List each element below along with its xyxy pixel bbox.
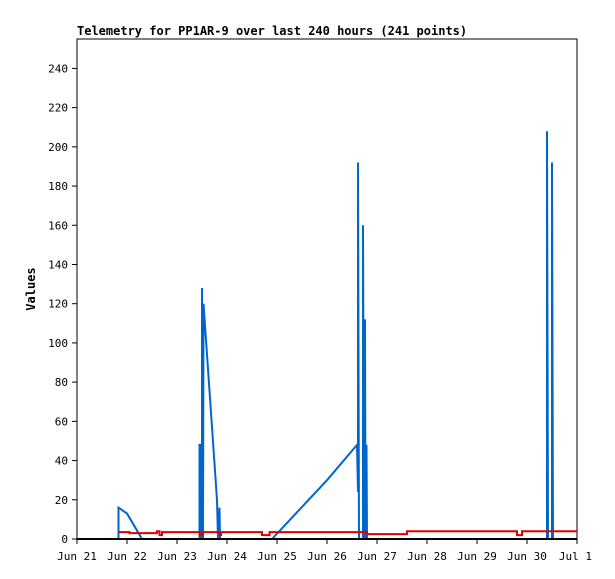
x-tick-label: Jun 28 [407, 550, 447, 563]
y-tick-label: 120 [48, 298, 68, 311]
y-tick-label: 160 [48, 219, 68, 232]
y-tick-label: 180 [48, 180, 68, 193]
x-tick-label: Jun 30 [507, 550, 547, 563]
x-axis: Jun 21 Jun 22 Jun 23 Jun 24 Jun 25 Jun 26 Jun … [57, 539, 592, 563]
x-tick-label: Jun 25 [257, 550, 297, 563]
y-axis-label: Values [24, 267, 38, 310]
x-tick-label: Jun 24 [207, 550, 247, 563]
y-tick-label: 20 [55, 494, 68, 507]
y-tick-label: 60 [55, 415, 68, 428]
y-tick-label: 240 [48, 62, 68, 75]
y-tick-label: 200 [48, 141, 68, 154]
chart-title: Telemetry for PP1AR-9 over last 240 hour… [77, 24, 467, 38]
series-line-1 [117, 131, 554, 540]
y-tick-label: 40 [55, 455, 68, 468]
y-tick-label: 220 [48, 102, 68, 115]
y-axis: 0 20 40 60 80 100 120 140 160 180 200 220 240 [48, 62, 77, 546]
x-tick-label: Jun 21 [57, 550, 97, 563]
x-tick-label: Jun 26 [307, 550, 347, 563]
x-tick-label: Jun 23 [157, 550, 197, 563]
plot-area [76, 38, 578, 540]
y-tick-label: 80 [55, 376, 68, 389]
x-tick-label: Jun 27 [357, 550, 397, 563]
y-tick-label: 100 [48, 337, 68, 350]
series-layer [77, 131, 577, 540]
series-line-2 [118, 530, 577, 537]
y-tick-label: 140 [48, 258, 68, 271]
x-tick-label: Jul 1 [559, 550, 592, 563]
y-tick-label: 0 [61, 533, 68, 546]
x-tick-label: Jun 22 [107, 550, 147, 563]
x-tick-label: Jun 29 [457, 550, 497, 563]
